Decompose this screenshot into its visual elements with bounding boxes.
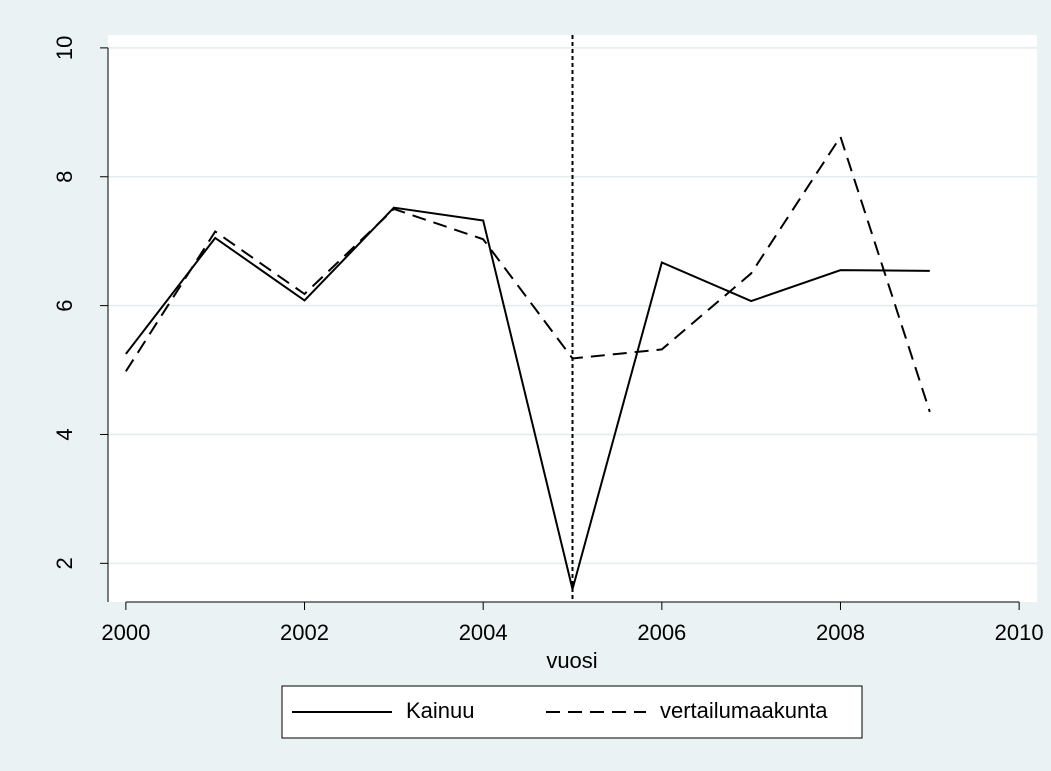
- series-line: [125, 134, 931, 413]
- x-tick-label: 2000: [101, 620, 150, 645]
- x-tick-label: 2008: [816, 620, 865, 645]
- y-tick-label: 10: [52, 36, 77, 60]
- y-tick-label: 4: [52, 428, 77, 440]
- x-tick-label: 2002: [280, 620, 329, 645]
- series-line: [125, 206, 930, 590]
- x-axis-label: vuosi: [546, 648, 597, 673]
- legend-label: vertailumaakunta: [660, 698, 828, 723]
- y-tick-label: 8: [52, 171, 77, 183]
- y-tick-label: 2: [52, 557, 77, 569]
- x-tick-label: 2010: [995, 620, 1044, 645]
- y-tick-label: 6: [52, 299, 77, 311]
- legend-label: Kainuu: [406, 698, 475, 723]
- x-tick-label: 2004: [459, 620, 508, 645]
- x-tick-label: 2006: [637, 620, 686, 645]
